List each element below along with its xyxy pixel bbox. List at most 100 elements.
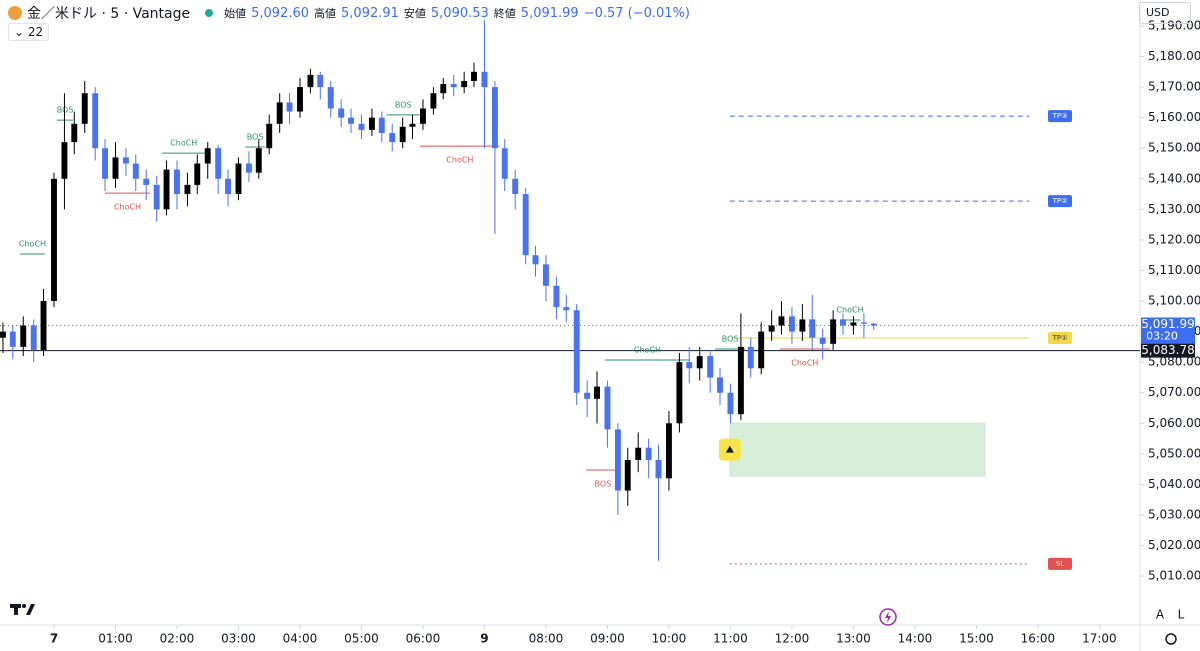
structure-label: BOS xyxy=(247,133,264,142)
structure-label: BOS xyxy=(594,480,611,489)
indicators-toggle[interactable]: ⌄ 22 xyxy=(8,23,50,41)
structure-label: ChoCH xyxy=(446,156,473,165)
candle-body xyxy=(225,178,231,195)
candle-body xyxy=(266,123,273,149)
candle-body xyxy=(81,93,88,124)
candle-body xyxy=(788,316,795,332)
y-tick-label: 5,110.00 xyxy=(1148,263,1200,277)
candle-body xyxy=(809,319,816,338)
candle-body xyxy=(358,123,365,130)
candle-body xyxy=(102,148,108,179)
candle-body xyxy=(461,80,468,88)
candle-body xyxy=(512,178,519,195)
level-label: SL xyxy=(1056,560,1064,568)
ohlc-label: 安値 xyxy=(403,7,426,20)
candle-body xyxy=(368,117,375,130)
y-tick-label: 5,040.00 xyxy=(1148,477,1200,491)
structure-label: ChoCH xyxy=(634,346,661,355)
candle-body xyxy=(522,194,529,256)
candle-body xyxy=(184,184,191,195)
candle-body xyxy=(717,377,723,393)
currency-button[interactable]: USD xyxy=(1139,2,1191,24)
level-tag xyxy=(1048,332,1072,345)
candle-body xyxy=(378,117,385,133)
symbol-icon xyxy=(8,6,22,20)
ohlc-label: 始値 xyxy=(224,7,247,20)
zone xyxy=(729,422,986,477)
x-tick-label: 03:00 xyxy=(221,632,256,646)
candle-body xyxy=(132,163,139,179)
candle-body xyxy=(194,163,201,185)
ohlc-value: 5,092.60 xyxy=(251,5,310,21)
logo xyxy=(10,604,35,615)
candle-body xyxy=(676,362,683,424)
alert-icon-bolt xyxy=(885,611,891,623)
candle-body xyxy=(0,331,6,338)
candle-body xyxy=(696,356,703,369)
ref-price-label: 5,083.78 xyxy=(1141,343,1194,357)
structure-label: BOS xyxy=(57,106,74,115)
ohlc-value: 5,091.99 xyxy=(520,5,579,21)
candle-body xyxy=(409,123,416,127)
candle-body xyxy=(830,319,837,344)
y-tick-label: 5,070.00 xyxy=(1148,385,1200,399)
candle-body xyxy=(686,362,693,369)
x-tick-label: 05:00 xyxy=(344,632,379,646)
last-price-tag xyxy=(1141,317,1195,344)
candle-body xyxy=(471,71,477,81)
candle-body xyxy=(655,459,662,479)
x-tick-label: 13:00 xyxy=(836,632,871,646)
scale-button[interactable]: L xyxy=(1178,608,1185,622)
candle-body xyxy=(543,264,549,286)
y-tick-label: 5,190.00 xyxy=(1148,18,1200,32)
scale-button[interactable]: A xyxy=(1156,608,1165,622)
level-tag xyxy=(1048,557,1072,570)
candle-body xyxy=(297,87,303,112)
candle-body xyxy=(707,356,714,378)
x-tick-label: 09:00 xyxy=(590,632,625,646)
candle-body xyxy=(40,301,47,350)
candle-body xyxy=(61,142,68,179)
level-tag xyxy=(1048,110,1072,123)
x-tick-label: 7 xyxy=(50,632,58,646)
candle-body xyxy=(153,184,160,210)
candle-body xyxy=(860,322,867,324)
signal-marker-arrow xyxy=(725,445,734,453)
structure-label: BOS xyxy=(395,100,412,109)
candle-body xyxy=(594,386,600,399)
candle-body xyxy=(255,148,262,173)
candle-body xyxy=(758,331,765,369)
ohlc-value: 5,090.53 xyxy=(430,5,489,21)
candle-body xyxy=(30,325,37,350)
candle-body xyxy=(245,163,252,173)
candle-body xyxy=(327,87,334,109)
candle-body xyxy=(163,169,170,210)
y-tick-label: 5,180.00 xyxy=(1148,49,1200,63)
candle-body xyxy=(624,459,631,491)
level-tag xyxy=(1048,195,1072,208)
candle-body xyxy=(481,71,488,88)
candle-body xyxy=(276,102,283,124)
settings-icon[interactable] xyxy=(1165,633,1177,645)
candle-body xyxy=(737,346,744,415)
x-tick-label: 12:00 xyxy=(775,632,810,646)
currency: USD xyxy=(1146,6,1170,19)
y-tick-label: 5,130.00 xyxy=(1148,202,1200,216)
candle-body xyxy=(235,163,242,195)
alert-icon[interactable] xyxy=(879,608,897,626)
market-status xyxy=(205,9,214,17)
candle-body xyxy=(215,148,222,179)
x-tick-label: 08:00 xyxy=(529,632,564,646)
candle-body xyxy=(491,87,498,149)
x-tick-label: 9 xyxy=(480,632,488,646)
candle-body xyxy=(204,148,211,164)
candle-body xyxy=(348,117,354,124)
candle-body xyxy=(122,157,129,164)
y-tick-label: 5,060.00 xyxy=(1148,416,1200,430)
candle-body xyxy=(604,386,611,430)
ohlc-label: 高値 xyxy=(314,7,337,20)
candle-body xyxy=(584,392,591,399)
candle-body xyxy=(338,108,345,118)
plot-area: 5,010.00 5,020.00 5,030.00 5,040.00 5,050.00… xyxy=(0,18,1200,646)
